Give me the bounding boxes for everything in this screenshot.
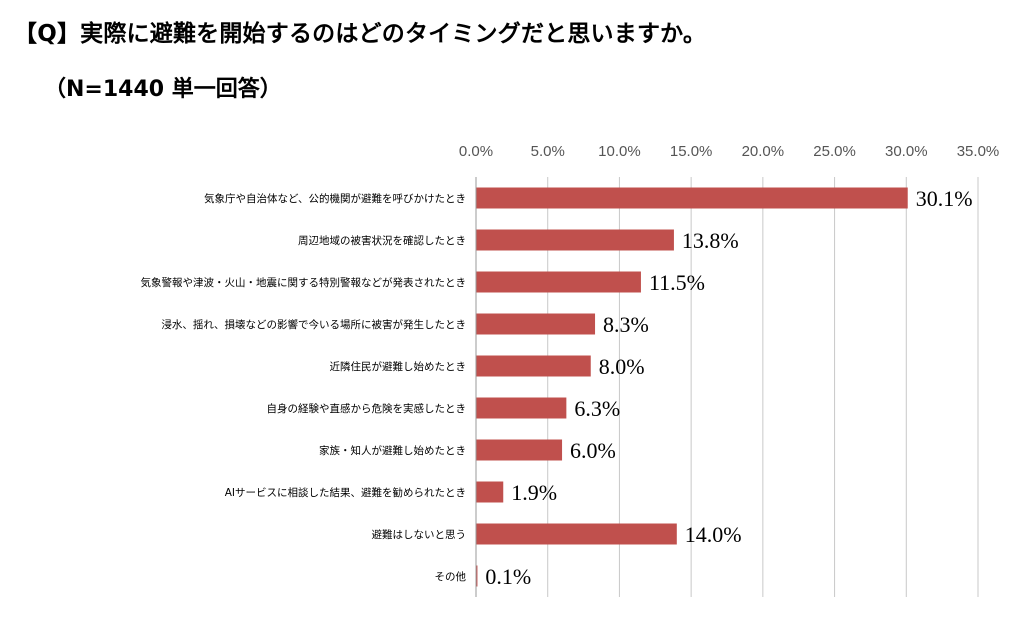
bar: [476, 565, 478, 587]
value-label: 14.0%: [685, 522, 742, 547]
chart-subtitle: （N=1440 単一回答）: [44, 77, 282, 102]
value-label: 0.1%: [485, 564, 531, 589]
x-tick-label: 5.0%: [531, 143, 565, 160]
x-tick-label: 0.0%: [459, 143, 493, 160]
bar: [476, 229, 674, 251]
category-labels: 気象庁や自治体など、公的機関が避難を呼びかけたとき周辺地域の被害状況を確認したと…: [141, 192, 467, 583]
bars: [476, 187, 908, 587]
x-tick-label: 25.0%: [813, 143, 856, 160]
x-axis-ticks: 0.0% 5.0% 10.0% 15.0% 20.0% 25.0% 30.0% 35.0%: [459, 143, 999, 160]
value-labels: 30.1% 13.8% 11.5%8.3% 8.0% 6.3% 6.0% 1.9% 14.0%…: [485, 186, 972, 589]
category-label: 浸水、揺れ、損壊などの影響で今いる場所に被害が発生したとき: [161, 318, 466, 331]
bar: [476, 313, 596, 335]
x-tick-label: 30.0%: [885, 143, 928, 160]
category-label: 近隣住民が避難し始めたとき: [330, 360, 467, 373]
bar: [476, 355, 591, 377]
category-label: 自身の経験や直感から危険を実感したとき: [267, 402, 467, 415]
x-tick-label: 10.0%: [598, 143, 641, 160]
value-label: 6.0%: [570, 438, 616, 463]
category-label: 周辺地域の被害状況を確認したとき: [298, 234, 466, 247]
value-label: 11.5%: [649, 270, 705, 295]
value-label: 8.0%: [599, 354, 645, 379]
bar: [476, 481, 504, 503]
x-tick-label: 35.0%: [957, 143, 1000, 160]
category-label: AIサービスに相談した結果、避難を勧められたとき: [225, 486, 466, 499]
bar: [476, 187, 908, 209]
category-label: 家族・知人が避難し始めたとき: [319, 444, 466, 457]
value-label: 30.1%: [916, 186, 973, 211]
value-label: 1.9%: [511, 480, 557, 505]
bar: [476, 523, 677, 545]
value-label: 8.3%: [603, 312, 649, 337]
category-label: 気象庁や自治体など、公的機関が避難を呼びかけたとき: [204, 192, 466, 205]
value-label: 6.3%: [574, 396, 620, 421]
category-label: その他: [435, 570, 467, 583]
bar: [476, 271, 641, 293]
category-label: 気象警報や津波・火山・地震に関する特別警報などが発表されたとき: [141, 276, 467, 289]
value-label: 13.8%: [682, 228, 739, 253]
chart-title: 【Q】実際に避難を開始するのはどのタイミングだと思いますか。: [14, 21, 707, 47]
bar: [476, 397, 567, 419]
x-tick-label: 15.0%: [670, 143, 713, 160]
x-tick-label: 20.0%: [742, 143, 785, 160]
category-label: 避難はしないと思う: [372, 528, 467, 541]
bar: [476, 439, 563, 461]
